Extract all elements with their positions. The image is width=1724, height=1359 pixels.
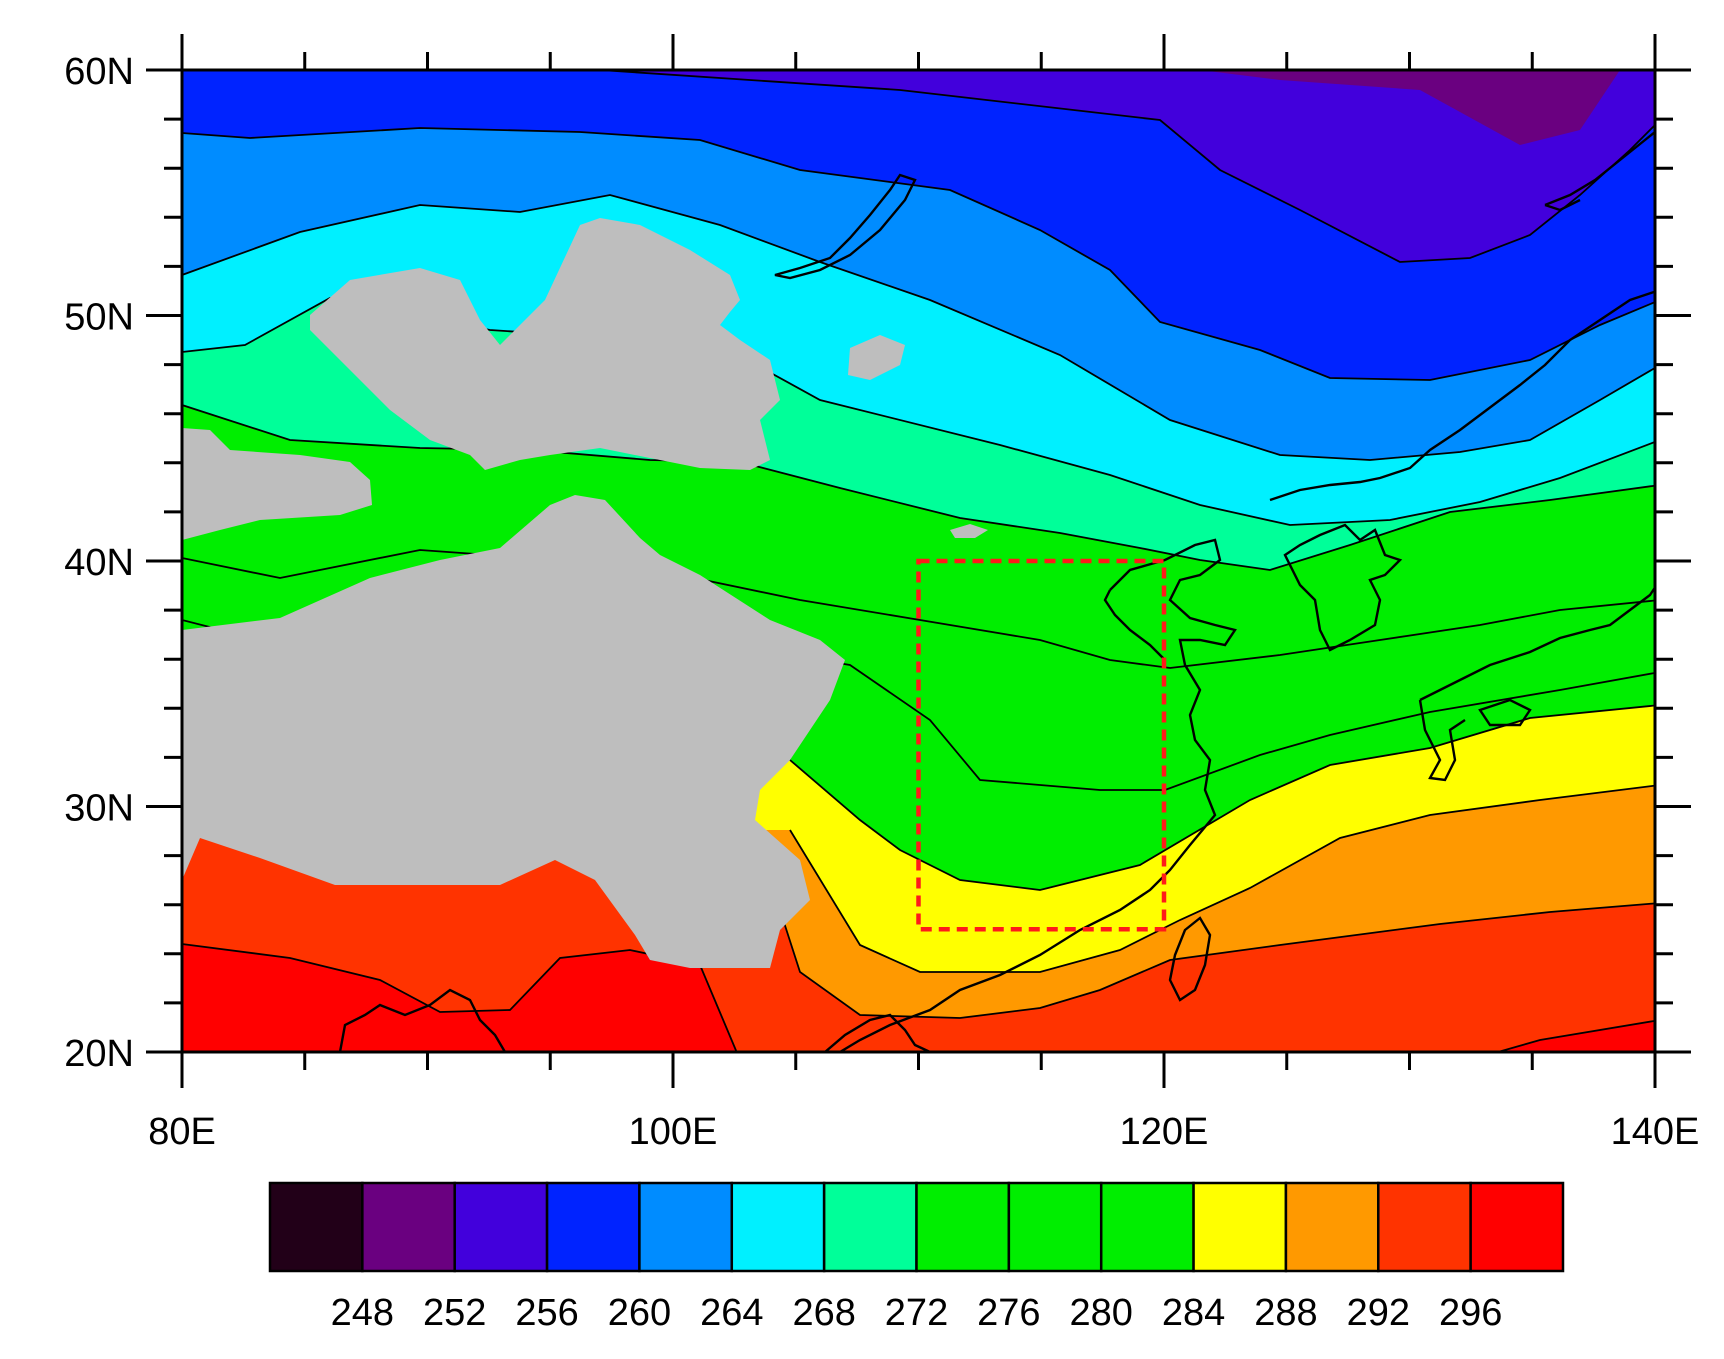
colorbar-swatch <box>730 1181 826 1273</box>
y-tick-label: 60N <box>64 51 134 93</box>
colorbar-label: 248 <box>331 1292 394 1334</box>
colorbar-label: 276 <box>977 1292 1040 1334</box>
colorbar-swatch <box>453 1181 549 1273</box>
colorbar-swatch <box>1099 1181 1195 1273</box>
colorbar-label: 268 <box>792 1292 855 1334</box>
colorbar-swatch <box>268 1181 364 1273</box>
contour-lines <box>182 70 1655 1052</box>
y-tick-label: 50N <box>64 297 134 339</box>
y-tick-label: 30N <box>64 788 134 830</box>
colorbar <box>268 1181 1565 1273</box>
colorbar-swatch <box>1469 1181 1565 1273</box>
colorbar-swatch <box>822 1181 918 1273</box>
colorbar-label: 292 <box>1347 1292 1410 1334</box>
axis-ticks <box>146 34 1691 1088</box>
colorbar-swatch <box>1007 1181 1103 1273</box>
band-300 <box>182 944 1655 1052</box>
coastlines <box>338 130 1655 1052</box>
colorbar-label: 252 <box>423 1292 486 1334</box>
colorbar-label: 272 <box>885 1292 948 1334</box>
x-tick-label: 80E <box>148 1111 216 1153</box>
x-tick-label: 120E <box>1120 1111 1209 1153</box>
missing-data-regions <box>182 218 988 968</box>
y-tick-label: 40N <box>64 542 134 584</box>
colorbar-label: 260 <box>608 1292 671 1334</box>
colorbar-swatch <box>545 1181 641 1273</box>
x-tick-label: 100E <box>629 1111 718 1153</box>
colorbar-label: 288 <box>1254 1292 1317 1334</box>
x-tick-label: 140E <box>1611 1111 1700 1153</box>
colorbar-label: 296 <box>1439 1292 1502 1334</box>
colorbar-swatch <box>361 1181 456 1273</box>
colorbar-label: 280 <box>1070 1292 1133 1334</box>
colorbar-label: 256 <box>515 1292 578 1334</box>
colorbar-labels: 248 252 256 260 264 268 272 276 280 284 288 292 296 <box>331 1292 1503 1334</box>
colorbar-label: 284 <box>1162 1292 1225 1334</box>
plot-area <box>182 70 1655 1052</box>
colorbar-swatch <box>1192 1181 1288 1273</box>
colorbar-swatch <box>915 1181 1011 1273</box>
axis-tick-labels: 80E 100E 120E 140E 20N 30N 40N 50N 60N <box>64 51 1699 1153</box>
y-tick-label: 20N <box>64 1033 134 1075</box>
colorbar-swatch <box>1284 1181 1380 1273</box>
colorbar-swatch <box>638 1181 734 1273</box>
colorbar-label: 264 <box>700 1292 763 1334</box>
colorbar-swatch <box>1377 1181 1472 1273</box>
